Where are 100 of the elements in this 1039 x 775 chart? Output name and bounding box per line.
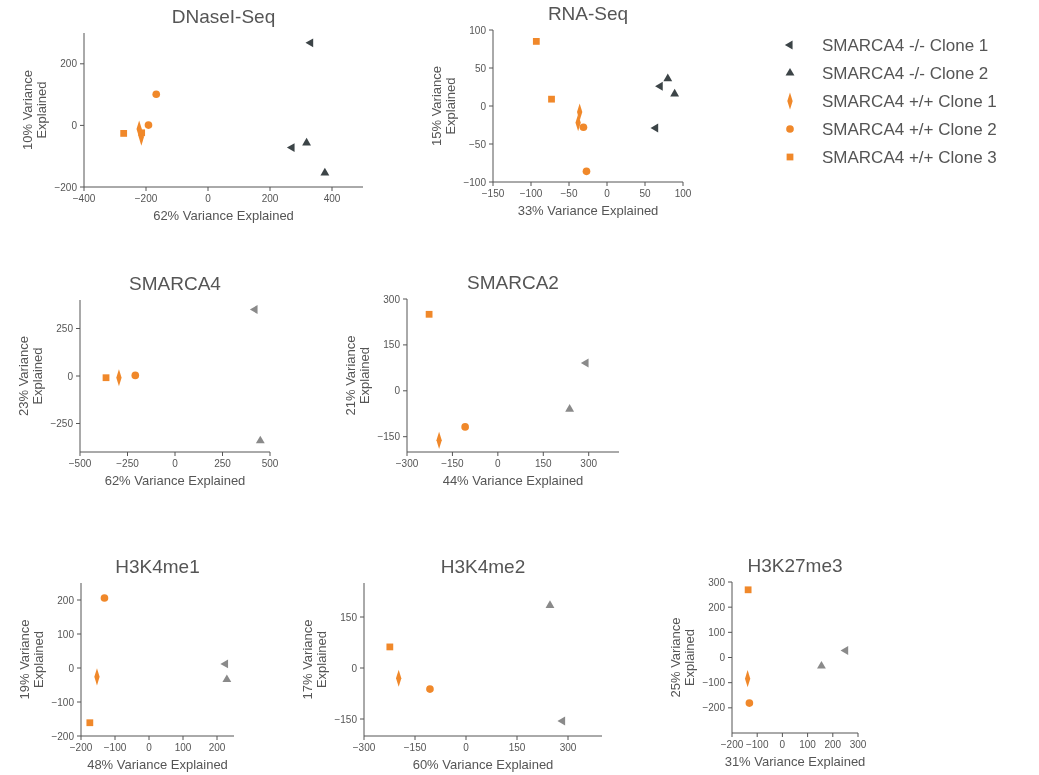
x-tick-label: 50 bbox=[639, 188, 651, 199]
point bbox=[461, 423, 469, 431]
point bbox=[579, 123, 588, 132]
x-tick-label: 250 bbox=[214, 458, 232, 469]
point bbox=[744, 586, 752, 594]
x-tick-label: −50 bbox=[560, 188, 578, 199]
point bbox=[840, 646, 849, 655]
point bbox=[131, 371, 140, 380]
y-tick-label: 200 bbox=[60, 58, 78, 70]
x-tick-label: 200 bbox=[824, 739, 842, 750]
x-tick-label: 0 bbox=[205, 193, 212, 204]
x-tick-label: 0 bbox=[172, 458, 179, 469]
point bbox=[249, 305, 258, 314]
point bbox=[386, 643, 394, 651]
x-tick-label: −100 bbox=[519, 188, 543, 199]
y-tick-label: −100 bbox=[463, 176, 487, 188]
point bbox=[100, 594, 109, 602]
point bbox=[655, 81, 663, 91]
x-tick-label: −250 bbox=[116, 458, 140, 469]
x-tick-label: −100 bbox=[745, 739, 769, 750]
x-tick-label: 150 bbox=[534, 458, 553, 469]
y-tick-label: 150 bbox=[340, 611, 358, 623]
x-tick-label: −200 bbox=[720, 739, 744, 750]
point bbox=[286, 143, 295, 153]
y-tick-label: −100 bbox=[702, 677, 726, 689]
y-axis-title: 23% Variance Explained bbox=[16, 336, 45, 416]
y-axis-title: 17% Variance Explained bbox=[300, 619, 329, 700]
chart-title: DNaseI-Seq bbox=[171, 6, 276, 27]
point bbox=[220, 659, 229, 669]
legend-label: SMARCA4 +/+ Clone 1 bbox=[822, 92, 997, 111]
point bbox=[670, 88, 680, 97]
y-tick-label: −100 bbox=[51, 696, 75, 708]
y-tick-label: −150 bbox=[377, 431, 401, 443]
legend-label: SMARCA4 +/+ Clone 3 bbox=[822, 148, 997, 167]
y-axis-title: 10% Variance Explained bbox=[20, 70, 49, 150]
chart-title: SMARCA4 bbox=[129, 273, 222, 294]
x-tick-label: 100 bbox=[174, 742, 192, 753]
x-tick-label: 300 bbox=[559, 742, 577, 753]
x-axis-title: 44% Variance Explained bbox=[442, 473, 584, 488]
point bbox=[86, 719, 94, 727]
legend-label: SMARCA4 -/- Clone 2 bbox=[822, 64, 989, 83]
point bbox=[138, 129, 146, 137]
point bbox=[425, 310, 433, 318]
x-tick-label: 200 bbox=[261, 193, 279, 204]
y-tick-label: −150 bbox=[334, 713, 358, 725]
x-tick-label: 0 bbox=[779, 739, 786, 750]
point bbox=[302, 137, 312, 146]
x-tick-label: −100 bbox=[103, 742, 127, 753]
x-tick-label: 200 bbox=[208, 742, 226, 753]
y-tick-label: 150 bbox=[383, 339, 401, 351]
y-tick-label: 200 bbox=[57, 594, 75, 606]
y-tick-label: 0 bbox=[719, 652, 726, 663]
x-axis-title: 60% Variance Explained bbox=[412, 757, 554, 772]
x-tick-label: −300 bbox=[352, 742, 376, 753]
y-axis-title: 21% Variance Explained bbox=[343, 335, 372, 416]
y-axis-title: 15% Variance Explained bbox=[429, 66, 458, 146]
point bbox=[557, 716, 566, 726]
chart-title: H3K4me2 bbox=[440, 556, 526, 577]
point bbox=[663, 73, 673, 82]
point bbox=[120, 130, 128, 137]
chart-title: H3K27me3 bbox=[747, 555, 843, 576]
y-tick-label: 0 bbox=[480, 100, 487, 112]
x-axis-title: 33% Variance Explained bbox=[517, 203, 659, 218]
y-tick-label: −200 bbox=[51, 730, 75, 742]
point bbox=[426, 685, 434, 693]
point bbox=[582, 167, 591, 176]
point bbox=[580, 358, 589, 368]
point bbox=[532, 38, 540, 45]
y-tick-label: 200 bbox=[708, 601, 726, 613]
point bbox=[255, 435, 265, 444]
chart-title: SMARCA2 bbox=[467, 272, 559, 293]
y-tick-label: 100 bbox=[57, 628, 75, 640]
y-tick-label: 300 bbox=[708, 576, 726, 588]
y-tick-label: −200 bbox=[702, 702, 726, 714]
point bbox=[565, 404, 575, 412]
x-tick-label: 100 bbox=[674, 188, 692, 199]
y-tick-label: 100 bbox=[708, 626, 726, 638]
y-tick-label: 50 bbox=[474, 62, 487, 74]
x-axis-title: 62% Variance Explained bbox=[104, 473, 246, 488]
x-tick-label: −200 bbox=[134, 193, 158, 204]
x-tick-label: 0 bbox=[146, 742, 153, 753]
y-axis-title: 19% Variance Explained bbox=[17, 619, 46, 700]
x-tick-label: 0 bbox=[495, 458, 502, 469]
x-axis-title: 31% Variance Explained bbox=[724, 754, 866, 769]
chart-title: RNA-Seq bbox=[547, 3, 629, 24]
x-tick-label: 500 bbox=[261, 458, 279, 469]
legend-label: SMARCA4 -/- Clone 1 bbox=[822, 36, 989, 55]
x-axis-title: 48% Variance Explained bbox=[87, 757, 228, 772]
x-tick-label: −500 bbox=[68, 458, 92, 469]
y-tick-label: 0 bbox=[67, 370, 74, 382]
y-tick-label: 0 bbox=[351, 662, 358, 674]
x-tick-label: −150 bbox=[481, 188, 505, 199]
point bbox=[305, 38, 314, 48]
y-tick-label: −50 bbox=[469, 138, 487, 150]
x-tick-label: −300 bbox=[395, 458, 419, 469]
point bbox=[650, 123, 659, 133]
x-tick-label: −400 bbox=[72, 193, 96, 204]
x-axis-title: 62% Variance Explained bbox=[153, 208, 294, 223]
chart-title: H3K4me1 bbox=[115, 556, 200, 577]
y-tick-label: −250 bbox=[50, 418, 74, 429]
